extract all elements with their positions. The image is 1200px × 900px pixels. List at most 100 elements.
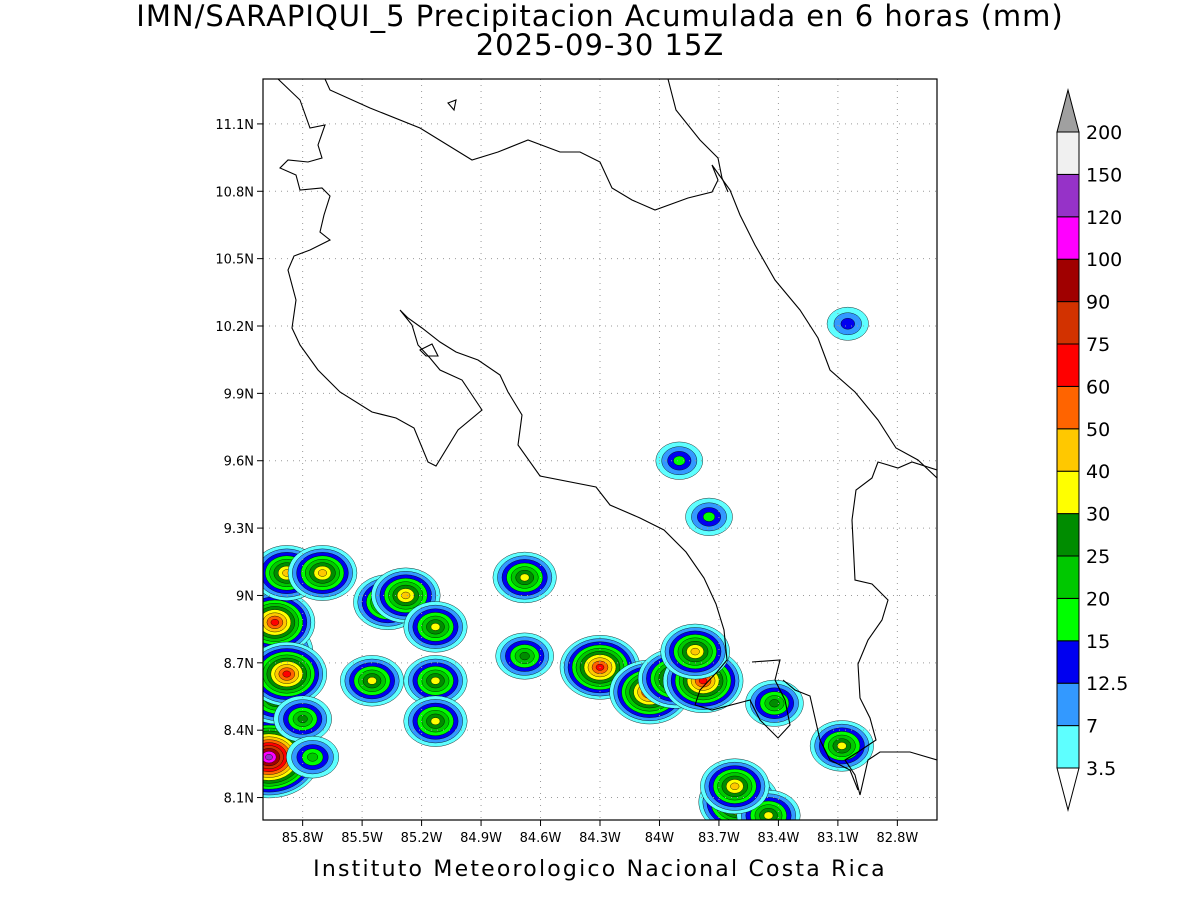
colorbar-box — [1056, 216, 1080, 260]
rain-contour — [317, 569, 327, 577]
coastline — [419, 343, 439, 357]
colorbar-box — [1056, 301, 1080, 345]
lat-tick-label: 9N — [236, 589, 254, 604]
rain-contour — [430, 623, 441, 631]
rain-cell — [403, 695, 468, 747]
rain-cell — [263, 641, 327, 707]
rain-contour — [270, 619, 280, 626]
coastline — [324, 79, 937, 479]
lat-tick-label: 11.1N — [215, 118, 254, 133]
lon-tick-label: 84.6W — [520, 831, 562, 846]
colorbar-level-label: 50 — [1086, 419, 1110, 441]
colorbar-level-label: 7 — [1086, 716, 1098, 738]
colorbar-min-triangle — [1056, 767, 1080, 812]
rain-contour — [519, 652, 530, 661]
coastline — [277, 79, 728, 673]
rain-contour — [730, 782, 740, 790]
colorbar-level-label: 40 — [1086, 461, 1110, 483]
lon-tick-label: 82.8W — [876, 831, 918, 846]
colorbar-box — [1056, 428, 1080, 472]
colorbar-level-label: 100 — [1086, 249, 1122, 271]
lat-tick-label: 8.7N — [224, 657, 254, 672]
rain-cell — [495, 632, 554, 680]
rain-cell — [273, 695, 332, 743]
coastline — [844, 461, 937, 796]
rain-contour — [702, 511, 716, 522]
colorbar-level-label: 12.5 — [1086, 673, 1128, 695]
lon-tick-label: 85.2W — [401, 831, 443, 846]
colorbar-box — [1056, 385, 1080, 430]
rain-contour — [307, 752, 319, 762]
rain-cell — [371, 567, 441, 624]
lon-tick-label: 84W — [645, 831, 675, 846]
title-line-1: IMN/SARAPIQUI_5 Precipitacion Acumulada … — [136, 0, 1064, 33]
lat-tick-label: 9.3N — [224, 522, 254, 537]
rain-cell — [340, 655, 404, 707]
credit-text: Instituto Meteorologico Nacional Costa R… — [313, 857, 887, 882]
colorbar-box — [1056, 343, 1080, 387]
coastline — [782, 679, 859, 791]
lat-tick-label: 10.5N — [215, 253, 254, 268]
rain-contour — [690, 647, 700, 656]
colorbar-level-label: 90 — [1086, 292, 1110, 314]
lat-tick-label: 10.8N — [215, 185, 254, 200]
colorbar-box — [1056, 640, 1080, 684]
colorbar-legend: 3.5 7 12.5 15 20 25 30 40 50 60 75 90 100 120 150 200 — [1056, 88, 1128, 812]
rain-contour — [430, 676, 441, 685]
colorbar-level-label: 15 — [1086, 631, 1110, 653]
colorbar-box — [1056, 131, 1080, 175]
coastline-layer — [277, 79, 937, 796]
colorbar-box — [1056, 682, 1080, 727]
colorbar-level-label: 75 — [1086, 334, 1110, 356]
rain-cell — [403, 601, 468, 653]
rain-contour — [430, 717, 441, 726]
latitude-axis: 8.1N 8.4N 8.7N 9N 9.3N 9.6N 9.9N 10.2N 10.5N 10.8… — [215, 118, 263, 807]
lat-tick-label: 10.2N — [215, 320, 254, 335]
rain-contour — [367, 676, 377, 685]
colorbar-level-label: 200 — [1086, 122, 1122, 144]
colorbar-box — [1056, 258, 1080, 303]
colorbar-box — [1056, 513, 1080, 557]
rainfall-layer — [263, 306, 874, 820]
lat-tick-label: 8.1N — [224, 792, 254, 807]
rain-cell — [736, 789, 801, 820]
lon-tick-label: 83.4W — [758, 831, 800, 846]
colorbar-box — [1056, 173, 1080, 218]
colorbar-box — [1056, 555, 1080, 599]
rain-cell — [826, 306, 869, 341]
map-title: IMN/SARAPIQUI_5 Precipitacion Acumulada … — [0, 2, 1200, 60]
rain-contour — [519, 573, 530, 582]
rain-contour — [769, 699, 780, 708]
rain-contour — [763, 811, 774, 820]
coastline — [447, 99, 457, 112]
title-line-2: 2025-09-30 15Z — [475, 28, 725, 62]
rain-cell — [263, 590, 316, 655]
colorbar-level-label: 3.5 — [1086, 758, 1116, 780]
colorbar-max-triangle — [1056, 88, 1080, 133]
lat-lon-grid — [263, 79, 937, 820]
rain-contour — [265, 754, 273, 761]
rain-cell — [492, 551, 557, 604]
colorbar-level-label: 20 — [1086, 588, 1110, 610]
colorbar-box — [1056, 725, 1080, 769]
lon-tick-label: 85.5W — [341, 831, 383, 846]
rain-contour — [837, 742, 847, 750]
rain-contour — [840, 318, 855, 330]
colorbar-level-label: 25 — [1086, 546, 1110, 568]
lat-tick-label: 9.6N — [224, 455, 254, 470]
rain-contour — [282, 670, 291, 678]
lon-tick-label: 83.1W — [817, 831, 859, 846]
lon-tick-label: 85.8W — [282, 831, 324, 846]
lon-tick-label: 84.3W — [579, 831, 621, 846]
colorbar-box — [1056, 470, 1080, 515]
coastline — [694, 659, 791, 739]
coastline — [667, 79, 729, 193]
lat-tick-label: 8.4N — [224, 724, 254, 739]
rain-cell — [660, 623, 730, 680]
rain-cell — [287, 545, 358, 601]
rain-cell — [685, 497, 733, 536]
rain-cell — [745, 679, 804, 727]
lon-tick-label: 84.9W — [460, 831, 502, 846]
rain-cell — [286, 735, 340, 779]
